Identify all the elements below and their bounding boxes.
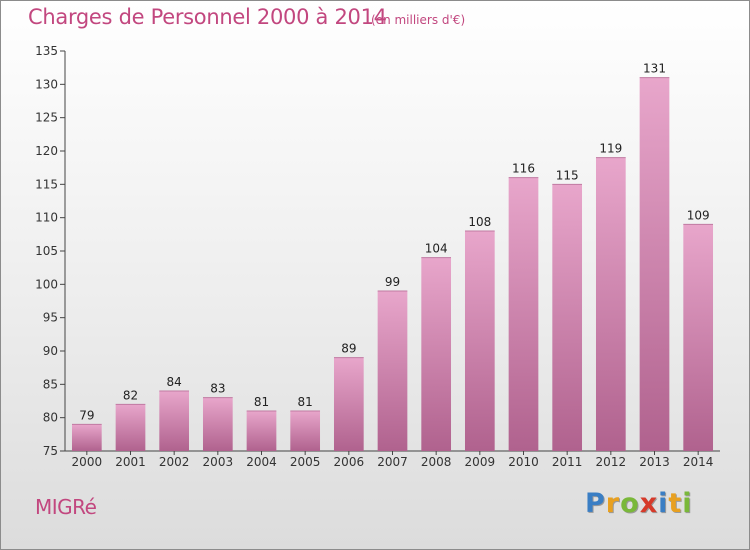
- bar: [464, 231, 495, 451]
- x-tick-label: 2013: [639, 455, 670, 469]
- bar-value-label: 81: [254, 395, 269, 409]
- bar: [595, 157, 626, 451]
- x-tick-label: 2004: [246, 455, 277, 469]
- bar-value-label: 79: [79, 408, 94, 422]
- bar: [552, 184, 583, 452]
- y-tick-label: 100: [35, 277, 58, 291]
- bar: [377, 291, 408, 451]
- logo-letter: r: [605, 488, 621, 519]
- bar-value-label: 82: [123, 388, 138, 402]
- y-tick-label: 80: [43, 411, 58, 425]
- x-tick-label: 2006: [334, 455, 365, 469]
- bar-value-label: 83: [210, 382, 225, 396]
- bar-value-label: 115: [556, 168, 579, 182]
- y-tick-label: 110: [35, 211, 58, 225]
- x-tick-label: 2012: [596, 455, 627, 469]
- x-tick-label: 2005: [290, 455, 321, 469]
- y-tick-label: 95: [43, 311, 58, 325]
- logo-letter: o: [620, 488, 640, 519]
- x-tick-label: 2000: [72, 455, 103, 469]
- y-tick-label: 120: [35, 144, 58, 158]
- x-tick-label: 2001: [115, 455, 146, 469]
- y-tick-label: 130: [35, 77, 58, 91]
- bar-value-label: 104: [425, 242, 448, 256]
- x-tick-label: 2007: [377, 455, 408, 469]
- bar-value-label: 131: [643, 62, 666, 76]
- bar-value-label: 109: [687, 208, 710, 222]
- x-tick-label: 2003: [203, 455, 234, 469]
- bar: [71, 424, 102, 451]
- proxiti-logo: Proxiti: [585, 488, 693, 519]
- x-tick-label: 2008: [421, 455, 452, 469]
- y-tick-label: 85: [43, 377, 58, 391]
- x-tick-label: 2010: [508, 455, 539, 469]
- y-tick-label: 125: [35, 111, 58, 125]
- y-tick-label: 135: [35, 44, 58, 58]
- logo-letter: x: [639, 488, 659, 519]
- bar-value-label: 84: [167, 375, 182, 389]
- bar: [421, 257, 452, 451]
- bar: [202, 397, 233, 451]
- x-tick-label: 2014: [683, 455, 714, 469]
- y-tick-label: 115: [35, 177, 58, 191]
- bar: [639, 77, 670, 452]
- bar-value-label: 89: [341, 342, 356, 356]
- y-tick-label: 90: [43, 344, 58, 358]
- x-tick-label: 2011: [552, 455, 583, 469]
- bar-value-label: 99: [385, 275, 400, 289]
- bar-value-label: 108: [468, 215, 491, 229]
- logo-letter: i: [658, 488, 669, 519]
- bar: [508, 177, 539, 451]
- location-label: MIGRé: [35, 495, 97, 519]
- bar: [683, 224, 714, 451]
- bar-value-label: 116: [512, 162, 535, 176]
- logo-letter: P: [585, 488, 606, 519]
- bar: [115, 404, 146, 451]
- bar-value-label: 81: [298, 395, 313, 409]
- logo-letter: t: [668, 488, 683, 519]
- bar: [159, 391, 190, 451]
- chart-title: Charges de Personnel 2000 à 2014: [28, 5, 387, 29]
- bar: [290, 411, 321, 451]
- y-tick-label: 75: [43, 444, 58, 458]
- logo-letter: i: [682, 488, 693, 519]
- bar: [333, 357, 364, 451]
- bar: [246, 411, 277, 451]
- x-tick-label: 2002: [159, 455, 190, 469]
- x-tick-label: 2009: [465, 455, 496, 469]
- chart-subtitle: (en milliers d'€): [371, 13, 466, 27]
- y-tick-label: 105: [35, 244, 58, 258]
- bar-value-label: 119: [599, 142, 622, 156]
